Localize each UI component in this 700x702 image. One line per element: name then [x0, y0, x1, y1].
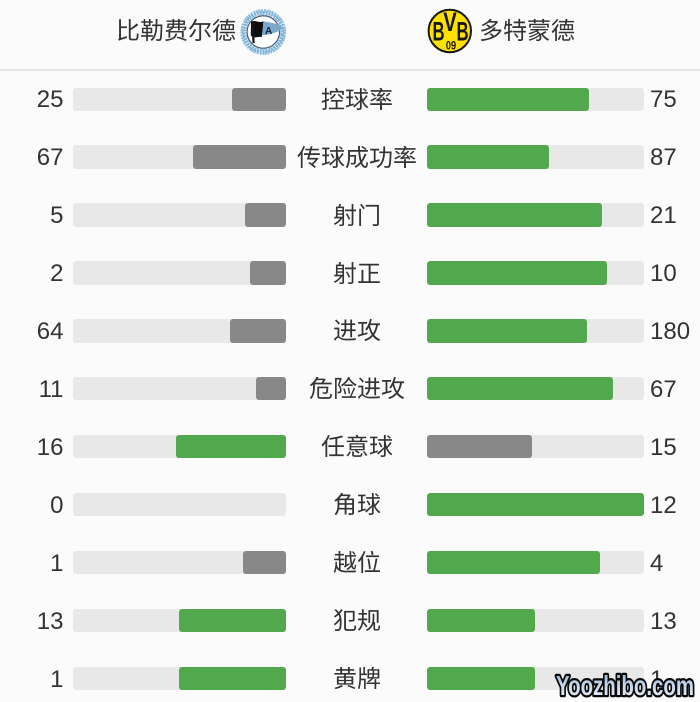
svg-text:Yoozhibo.com: Yoozhibo.com	[556, 670, 694, 701]
svg-text:V: V	[443, 7, 457, 38]
svg-text:B: B	[433, 16, 445, 46]
svg-text:A: A	[265, 26, 272, 37]
svg-text:B: B	[457, 16, 469, 46]
svg-text:09: 09	[446, 41, 456, 53]
